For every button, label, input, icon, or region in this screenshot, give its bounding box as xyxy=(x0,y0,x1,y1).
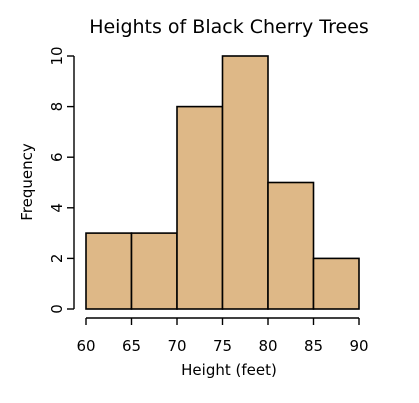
x-tick-label: 60 xyxy=(76,337,95,355)
y-tick-label: 8 xyxy=(48,102,66,112)
chart-title: Heights of Black Cherry Trees xyxy=(89,16,369,38)
histogram-bar-85-90 xyxy=(312,257,360,310)
y-tick-label: 4 xyxy=(48,203,66,213)
y-tick-label: 0 xyxy=(48,304,66,314)
histogram-bar-70-75 xyxy=(176,105,224,310)
y-axis: 0 2 4 6 8 10 xyxy=(48,46,75,314)
y-tick-label: 2 xyxy=(48,254,66,264)
y-tick-label: 6 xyxy=(48,152,66,162)
x-tick-label: 80 xyxy=(258,337,277,355)
x-tick-label: 75 xyxy=(213,337,232,355)
histogram-bar-75-80 xyxy=(221,55,269,310)
x-tick-label: 90 xyxy=(349,337,368,355)
histogram-bar-80-85 xyxy=(267,181,315,310)
bars-group xyxy=(85,55,360,310)
histogram-bar-65-70 xyxy=(130,232,178,310)
histogram-bar-60-65 xyxy=(85,232,133,310)
x-axis-label: Height (feet) xyxy=(181,361,277,379)
y-axis-label: Frequency xyxy=(18,143,36,221)
y-tick-label: 10 xyxy=(48,46,66,65)
x-axis: 60 65 70 75 80 85 90 xyxy=(76,317,369,355)
x-tick-label: 65 xyxy=(122,337,141,355)
x-tick-label: 85 xyxy=(304,337,323,355)
x-tick-label: 70 xyxy=(167,337,186,355)
